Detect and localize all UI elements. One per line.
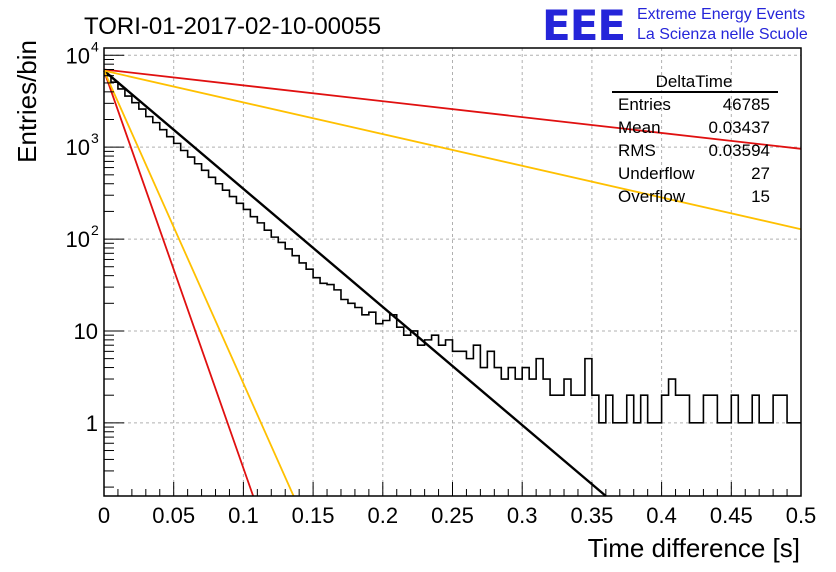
stats-value: 0.03437 <box>709 118 770 137</box>
y-tick-label: 1 <box>86 411 98 436</box>
fit-line-3 <box>103 69 802 231</box>
y-axis-title: Entries/bin <box>12 40 42 163</box>
stats-label: RMS <box>618 141 656 160</box>
logo-line-2: La Scienza nelle Scuole <box>637 26 808 43</box>
x-axis-title: Time difference [s] <box>588 533 800 563</box>
histogram-step <box>104 74 801 424</box>
x-tick-label: 0.45 <box>710 503 753 528</box>
logo-line-1: Extreme Energy Events <box>637 6 805 23</box>
x-tick-labels: 0 0.05 0.1 0.15 0.2 0.25 0.3 0.35 0.4 0.45 0.5 <box>98 503 816 528</box>
fit-line-4 <box>103 70 255 497</box>
stats-rows: Entries 46785 Mean 0.03437 RMS 0.03594 Underfl… <box>618 95 770 206</box>
stats-label: Overflow <box>618 187 686 206</box>
stats-value: 46785 <box>723 95 770 114</box>
stats-value: 27 <box>751 164 770 183</box>
eee-logo: EEE <box>542 1 625 50</box>
x-tick-label: 0.3 <box>507 503 538 528</box>
fit-line-2 <box>103 68 802 150</box>
x-tick-label: 0.2 <box>368 503 399 528</box>
x-tick-label: 0.5 <box>786 503 817 528</box>
y-tick-label: 10 <box>74 319 98 344</box>
x-tick-label: 0.35 <box>570 503 613 528</box>
histogram <box>104 74 801 424</box>
y-tick-label: 10 <box>66 43 90 68</box>
fit-line-1 <box>103 69 607 497</box>
fit-line-5 <box>103 70 295 497</box>
x-tick-label: 0.25 <box>431 503 474 528</box>
axis-ticks <box>103 54 802 496</box>
stats-value: 15 <box>751 187 770 206</box>
stats-label: Mean <box>618 118 661 137</box>
x-tick-label: 0.1 <box>228 503 259 528</box>
y-tick-label: 10 <box>66 135 90 160</box>
stats-label: Entries <box>618 95 671 114</box>
fit-lines <box>103 68 802 497</box>
stats-box: DeltaTime Entries 46785 Mean 0.03437 RMS 0.03… <box>612 72 778 206</box>
y-tick-exponent: 2 <box>91 222 99 238</box>
y-tick-label: 10 <box>66 227 90 252</box>
run-title: TORI-01-2017-02-10-00055 <box>84 13 381 40</box>
x-tick-label: 0.05 <box>152 503 195 528</box>
x-tick-label: 0.4 <box>646 503 677 528</box>
y-tick-exponent: 3 <box>91 130 99 146</box>
grid-lines <box>104 48 801 496</box>
stats-title: DeltaTime <box>656 72 733 91</box>
stats-value: 0.03594 <box>709 141 770 160</box>
stats-label: Underflow <box>618 164 695 183</box>
x-tick-label: 0 <box>98 503 110 528</box>
x-tick-label: 0.15 <box>292 503 335 528</box>
y-tick-exponent: 4 <box>91 38 99 54</box>
